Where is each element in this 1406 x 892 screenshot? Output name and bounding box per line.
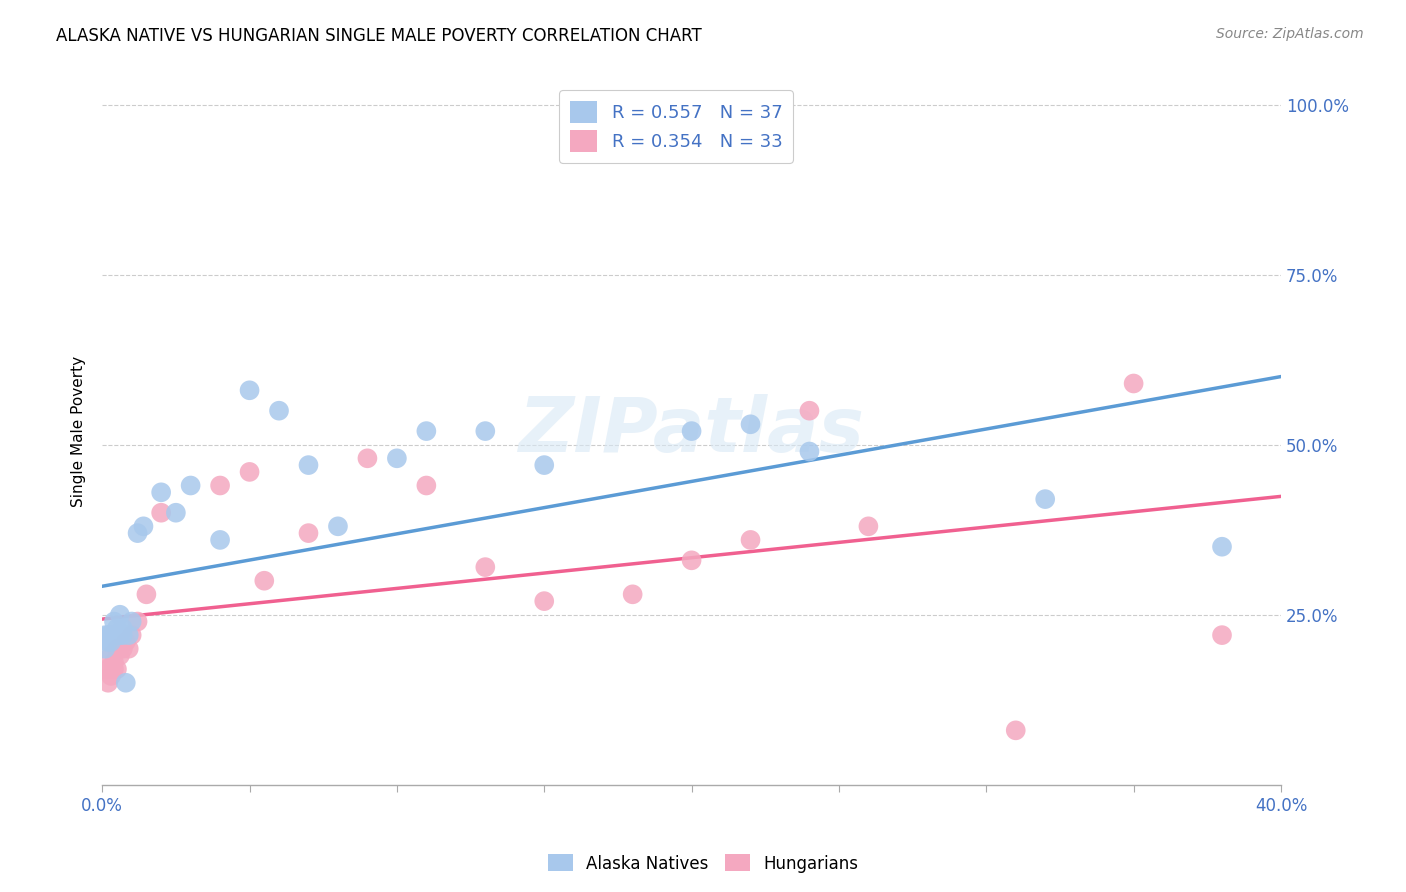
Text: ZIPatlas: ZIPatlas: [519, 394, 865, 468]
Point: [100, 635, 122, 649]
Point: [180, 478, 202, 492]
Point: [209, 533, 232, 547]
Point: [97, 628, 120, 642]
Point: [114, 635, 136, 649]
Point: [121, 628, 143, 642]
Point: [132, 519, 155, 533]
Text: Source: ZipAtlas.com: Source: ZipAtlas.com: [1216, 27, 1364, 41]
Point: [100, 628, 122, 642]
Point: [135, 587, 157, 601]
Point: [105, 641, 128, 656]
Point: [533, 458, 555, 472]
Point: [111, 641, 134, 656]
Point: [297, 458, 319, 472]
Point: [858, 519, 880, 533]
Point: [127, 526, 149, 541]
Point: [681, 424, 703, 438]
Point: [238, 465, 260, 479]
Point: [108, 607, 131, 622]
Point: [356, 451, 378, 466]
Point: [94, 662, 117, 676]
Point: [118, 628, 141, 642]
Point: [100, 648, 122, 663]
Point: [118, 641, 141, 656]
Point: [100, 628, 122, 642]
Point: [1211, 628, 1233, 642]
Legend: R = 0.557   N = 37, R = 0.354   N = 33: R = 0.557 N = 37, R = 0.354 N = 33: [560, 90, 793, 163]
Point: [799, 444, 821, 458]
Point: [105, 621, 128, 635]
Point: [105, 662, 128, 676]
Point: [100, 669, 122, 683]
Point: [1033, 492, 1056, 507]
Point: [297, 526, 319, 541]
Point: [103, 628, 125, 642]
Point: [105, 628, 128, 642]
Point: [415, 478, 437, 492]
Point: [621, 587, 644, 601]
Point: [97, 675, 120, 690]
Point: [267, 403, 290, 417]
Point: [1211, 540, 1233, 554]
Legend: Alaska Natives, Hungarians: Alaska Natives, Hungarians: [541, 847, 865, 880]
Point: [740, 417, 762, 432]
Point: [1004, 723, 1026, 738]
Point: [97, 635, 120, 649]
Point: [474, 560, 496, 574]
Point: [127, 615, 149, 629]
Point: [121, 615, 143, 629]
Point: [111, 621, 134, 635]
Point: [114, 675, 136, 690]
Point: [108, 628, 131, 642]
Point: [150, 506, 173, 520]
Point: [111, 628, 134, 642]
Point: [253, 574, 276, 588]
Point: [97, 662, 120, 676]
Point: [94, 641, 117, 656]
Point: [103, 615, 125, 629]
Text: ALASKA NATIVE VS HUNGARIAN SINGLE MALE POVERTY CORRELATION CHART: ALASKA NATIVE VS HUNGARIAN SINGLE MALE P…: [56, 27, 702, 45]
Point: [94, 628, 117, 642]
Point: [533, 594, 555, 608]
Point: [209, 478, 232, 492]
Point: [385, 451, 408, 466]
Point: [415, 424, 437, 438]
Point: [740, 533, 762, 547]
Point: [238, 384, 260, 398]
Point: [108, 648, 131, 663]
Point: [165, 506, 187, 520]
Point: [150, 485, 173, 500]
Point: [474, 424, 496, 438]
Point: [681, 553, 703, 567]
Point: [103, 656, 125, 670]
Point: [1122, 376, 1144, 391]
Point: [103, 662, 125, 676]
Point: [799, 403, 821, 417]
Y-axis label: Single Male Poverty: Single Male Poverty: [72, 356, 86, 507]
Point: [326, 519, 349, 533]
